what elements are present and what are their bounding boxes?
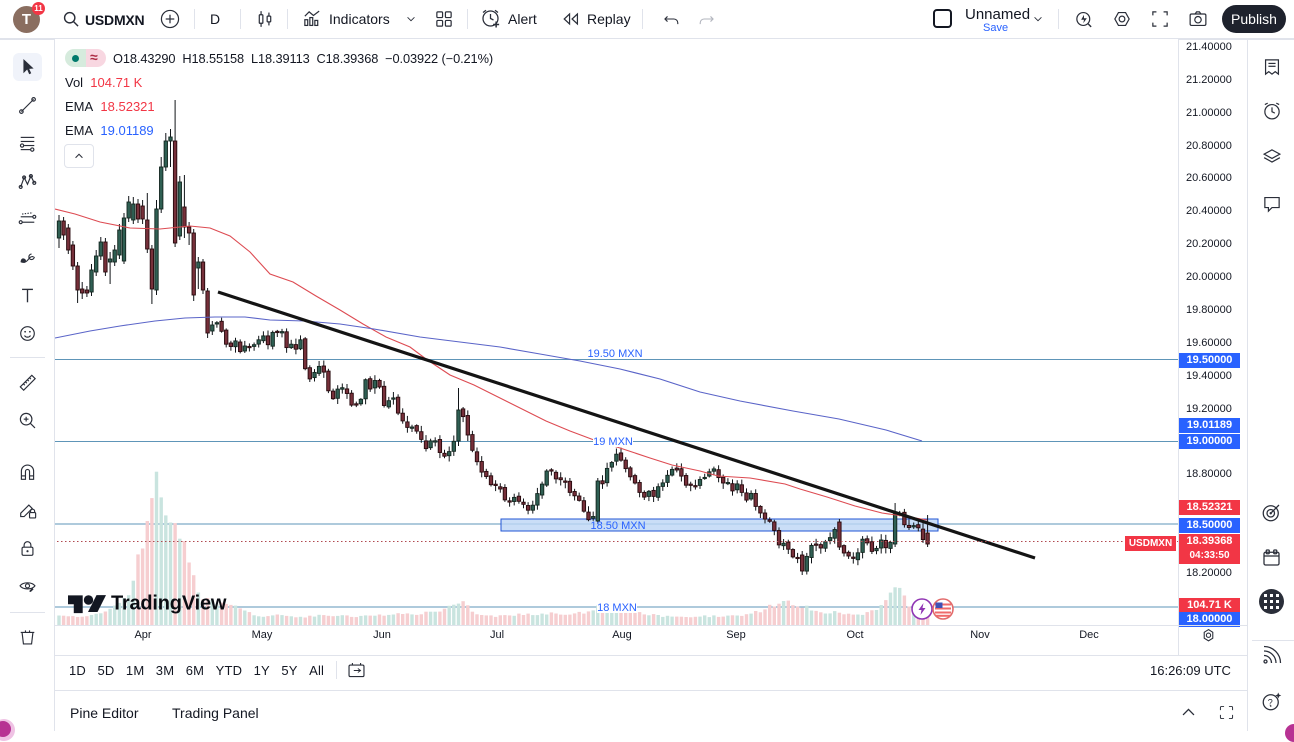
- svg-text:?: ?: [1268, 697, 1273, 707]
- svg-text:18 MXN: 18 MXN: [597, 602, 637, 614]
- svg-text:19.50 MXN: 19.50 MXN: [587, 348, 642, 360]
- svg-text:TradingView: TradingView: [111, 593, 227, 615]
- svg-text:19 MXN: 19 MXN: [593, 436, 633, 448]
- svg-text:18.50 MXN: 18.50 MXN: [590, 520, 645, 532]
